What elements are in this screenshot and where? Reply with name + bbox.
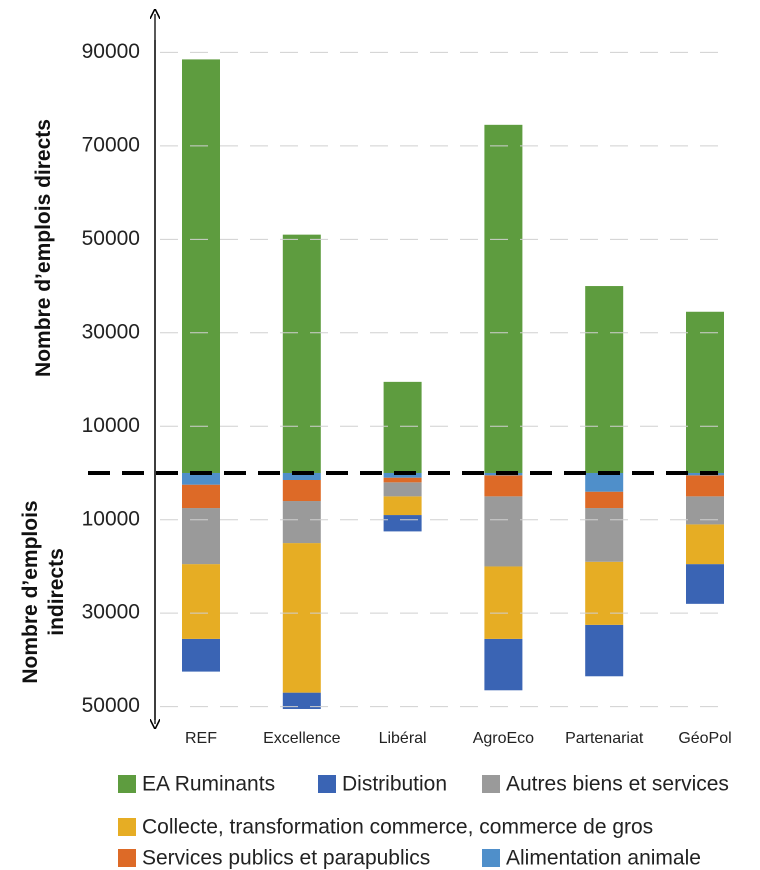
bar-segment bbox=[686, 311, 724, 473]
y-label-up: Nombre d’emplois directs bbox=[32, 119, 55, 377]
x-tick-label: GéoPol bbox=[678, 730, 731, 747]
x-tick-label: AgroEco bbox=[473, 730, 534, 747]
x-tick-label: REF bbox=[185, 730, 217, 747]
y-tick-label: 30000 bbox=[82, 601, 140, 624]
bar-segment bbox=[282, 543, 321, 693]
y-tick-label: 50000 bbox=[82, 227, 140, 250]
bar-segment bbox=[484, 475, 523, 497]
bar-segment bbox=[182, 472, 220, 485]
bar-segment bbox=[686, 475, 724, 497]
legend-swatch bbox=[318, 775, 336, 793]
bar-segment bbox=[686, 564, 724, 604]
y-tick-label: 10000 bbox=[82, 507, 140, 530]
x-tick-label: Partenariat bbox=[565, 730, 644, 747]
legend-label: Distribution bbox=[342, 773, 447, 796]
bar-segment bbox=[282, 479, 321, 502]
bar-segment bbox=[585, 472, 624, 492]
legend-swatch bbox=[118, 818, 136, 836]
legend-label: Autres biens et services bbox=[506, 773, 729, 796]
y-tick-label: 10000 bbox=[82, 414, 140, 437]
x-tick-label: Libéral bbox=[379, 730, 427, 747]
bar-segment bbox=[585, 286, 624, 473]
bar-segment bbox=[282, 472, 321, 480]
bar-segment bbox=[383, 472, 422, 478]
bar-segment bbox=[282, 501, 321, 544]
y-tick-label: 30000 bbox=[82, 320, 140, 343]
bar-segment bbox=[585, 624, 624, 677]
bar-segment bbox=[484, 496, 523, 567]
bar-segment bbox=[484, 638, 523, 691]
legend-swatch bbox=[482, 775, 500, 793]
legend-label: Alimentation animale bbox=[506, 847, 701, 870]
legend-swatch bbox=[118, 775, 136, 793]
bar-segment bbox=[585, 561, 624, 625]
bar-segment bbox=[484, 124, 523, 473]
bar-segment bbox=[484, 566, 523, 639]
bar-segment bbox=[182, 484, 220, 509]
bar-segment bbox=[686, 524, 724, 565]
bar-segment bbox=[383, 482, 422, 497]
x-tick-label: Excellence bbox=[263, 730, 340, 747]
y-tick-label: 90000 bbox=[82, 40, 140, 63]
bar-segment bbox=[182, 508, 220, 565]
bar-segment bbox=[383, 515, 422, 532]
legend-label: EA Ruminants bbox=[142, 773, 275, 796]
legend-label: Collecte, transformation commerce, comme… bbox=[142, 816, 653, 839]
y-tick-label: 50000 bbox=[82, 694, 140, 717]
legend-label: Services publics et parapublics bbox=[142, 847, 430, 870]
bar-segment bbox=[182, 638, 220, 672]
y-label-down: Nombre d’emplois indirects bbox=[19, 500, 68, 684]
bar-segment bbox=[585, 508, 624, 562]
bar-segment bbox=[383, 496, 422, 516]
legend-swatch bbox=[482, 849, 500, 867]
y-tick-label: 70000 bbox=[82, 133, 140, 156]
bar-segment bbox=[282, 234, 321, 473]
legend-swatch bbox=[118, 849, 136, 867]
bar-segment bbox=[182, 59, 220, 473]
bar-segment bbox=[585, 491, 624, 509]
bar-segment bbox=[282, 692, 321, 709]
bar-segment bbox=[383, 477, 422, 483]
bar-segment bbox=[182, 564, 220, 639]
bar-segment bbox=[383, 381, 422, 473]
